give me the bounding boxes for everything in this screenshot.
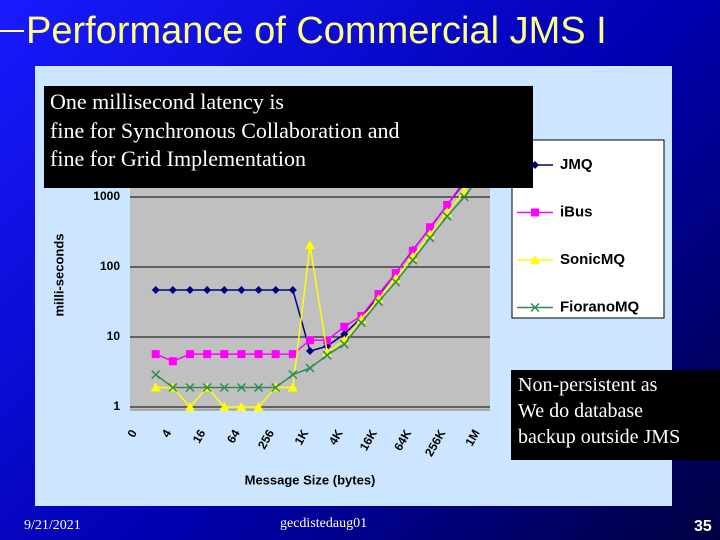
x-tick-label: 4K	[326, 427, 346, 448]
marker	[322, 350, 332, 360]
marker	[391, 277, 401, 287]
marker	[459, 192, 469, 202]
marker	[305, 363, 315, 373]
marker	[288, 285, 297, 294]
callout-line: fine for Synchronous Collaboration and	[50, 117, 400, 143]
marker	[271, 350, 280, 359]
marker	[202, 382, 212, 393]
marker	[443, 200, 452, 209]
marker	[254, 382, 264, 393]
marker	[236, 382, 246, 393]
marker	[219, 382, 229, 393]
y-tick-label: 1000	[93, 189, 120, 203]
marker	[237, 350, 246, 359]
series	[151, 169, 486, 393]
callout: Non-persistent as We do database backup ou…	[511, 370, 720, 460]
marker	[288, 350, 297, 359]
x-axis-label: Message Size (bytes)	[245, 472, 376, 487]
marker	[168, 357, 177, 366]
marker	[340, 322, 349, 331]
marker	[531, 208, 539, 217]
series	[151, 154, 486, 366]
marker	[288, 370, 298, 380]
legend-label: iBus	[560, 203, 593, 220]
marker	[374, 297, 384, 307]
callout-line: backup outside JMS	[518, 426, 681, 448]
marker	[391, 269, 400, 278]
marker	[408, 246, 417, 255]
marker	[186, 285, 194, 294]
marker	[237, 285, 246, 294]
marker	[151, 285, 160, 294]
marker	[271, 382, 281, 393]
marker	[254, 285, 263, 294]
marker	[408, 255, 418, 265]
marker	[271, 285, 280, 294]
marker	[530, 302, 540, 313]
callout-line: Non-persistent as	[518, 374, 658, 396]
marker	[168, 382, 178, 393]
marker	[530, 255, 540, 264]
marker	[151, 350, 160, 359]
callout: One millisecond latency is fine for Synch…	[44, 86, 533, 188]
marker	[220, 285, 229, 294]
legend-box	[511, 139, 665, 319]
x-tick-label: 16	[190, 427, 209, 446]
x-tick-label: 64	[224, 427, 243, 446]
marker	[219, 402, 230, 411]
legend-label: FioranoMQ	[560, 298, 639, 315]
marker	[339, 339, 349, 349]
marker	[236, 402, 247, 411]
y-tick-label: 1	[113, 399, 120, 413]
marker	[442, 211, 452, 221]
marker	[373, 293, 384, 303]
title-rule	[0, 30, 24, 32]
legend-label: JMQ	[560, 156, 593, 173]
marker	[287, 382, 298, 392]
marker	[185, 382, 195, 393]
marker	[220, 350, 229, 359]
marker	[306, 336, 314, 345]
y-tick-label: 100	[100, 259, 120, 273]
marker	[306, 347, 314, 356]
callout-line: We do database	[518, 400, 643, 422]
marker	[531, 161, 539, 169]
marker	[356, 318, 366, 328]
marker	[150, 382, 161, 392]
page-number: 35	[694, 518, 712, 535]
y-axis-label: milli-seconds	[51, 233, 66, 316]
y-tick-label: 10	[107, 329, 121, 343]
marker	[203, 285, 212, 294]
marker	[203, 350, 212, 359]
marker	[185, 402, 195, 411]
footer-source: gecdistedaug01	[280, 516, 368, 531]
marker	[186, 350, 194, 359]
footer-date: 9/21/2021	[24, 518, 81, 533]
marker	[253, 402, 264, 411]
legend-label: SonicMQ	[560, 251, 625, 268]
slide-title: Performance of Commercial JMS I	[26, 10, 607, 52]
marker	[305, 240, 315, 250]
x-tick-label: 1K	[292, 427, 312, 448]
marker	[323, 336, 332, 345]
callout-line: fine for Grid Implementation	[50, 146, 306, 172]
marker	[151, 370, 161, 380]
marker	[340, 330, 349, 339]
marker	[425, 233, 435, 243]
marker	[168, 285, 177, 294]
marker	[426, 223, 434, 232]
marker	[254, 350, 263, 359]
callout-line: One millisecond latency is	[50, 89, 284, 114]
